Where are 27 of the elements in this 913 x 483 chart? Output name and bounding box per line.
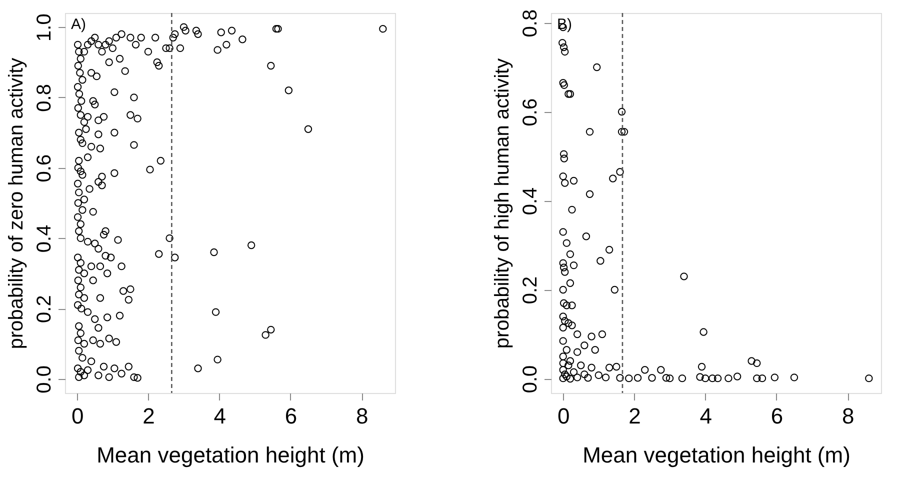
x-tick-label: 6 <box>770 404 784 428</box>
x-tick-label: 8 <box>356 404 368 428</box>
y-tick-label: 0.4 <box>520 187 542 216</box>
y-axis-title: probability of high human activity <box>492 58 514 349</box>
y-tick-label: 0.0 <box>520 365 542 394</box>
x-axis-title: Mean vegetation height (m) <box>96 442 364 468</box>
y-tick-label: 0.6 <box>34 154 56 182</box>
y-tick-label: 1.0 <box>34 14 56 42</box>
x-axis-title: Mean vegetation height (m) <box>582 442 850 468</box>
x-tick-label: 4 <box>700 404 712 428</box>
y-tick-label: 0.8 <box>520 9 542 38</box>
x-tick-label: 6 <box>284 404 298 428</box>
y-tick-label: 0.8 <box>34 84 56 112</box>
y-tick-label: 0.2 <box>520 276 542 304</box>
y-axis-title: probability of zero human activity <box>6 58 28 350</box>
x-tick-label: 0 <box>71 404 84 428</box>
x-tick-label: 2 <box>142 404 155 428</box>
y-tick-label: 0.2 <box>34 295 56 323</box>
x-tick-label: 0 <box>557 404 570 428</box>
x-tick-label: 4 <box>214 404 226 428</box>
y-tick-label: 0.0 <box>34 366 56 394</box>
x-tick-label: 2 <box>628 404 641 428</box>
annotation: B) <box>557 16 572 33</box>
x-tick-label: 8 <box>842 404 854 428</box>
annotation: A) <box>71 16 86 33</box>
y-tick-label: 0.6 <box>520 98 542 126</box>
y-tick-label: 0.4 <box>34 224 56 253</box>
